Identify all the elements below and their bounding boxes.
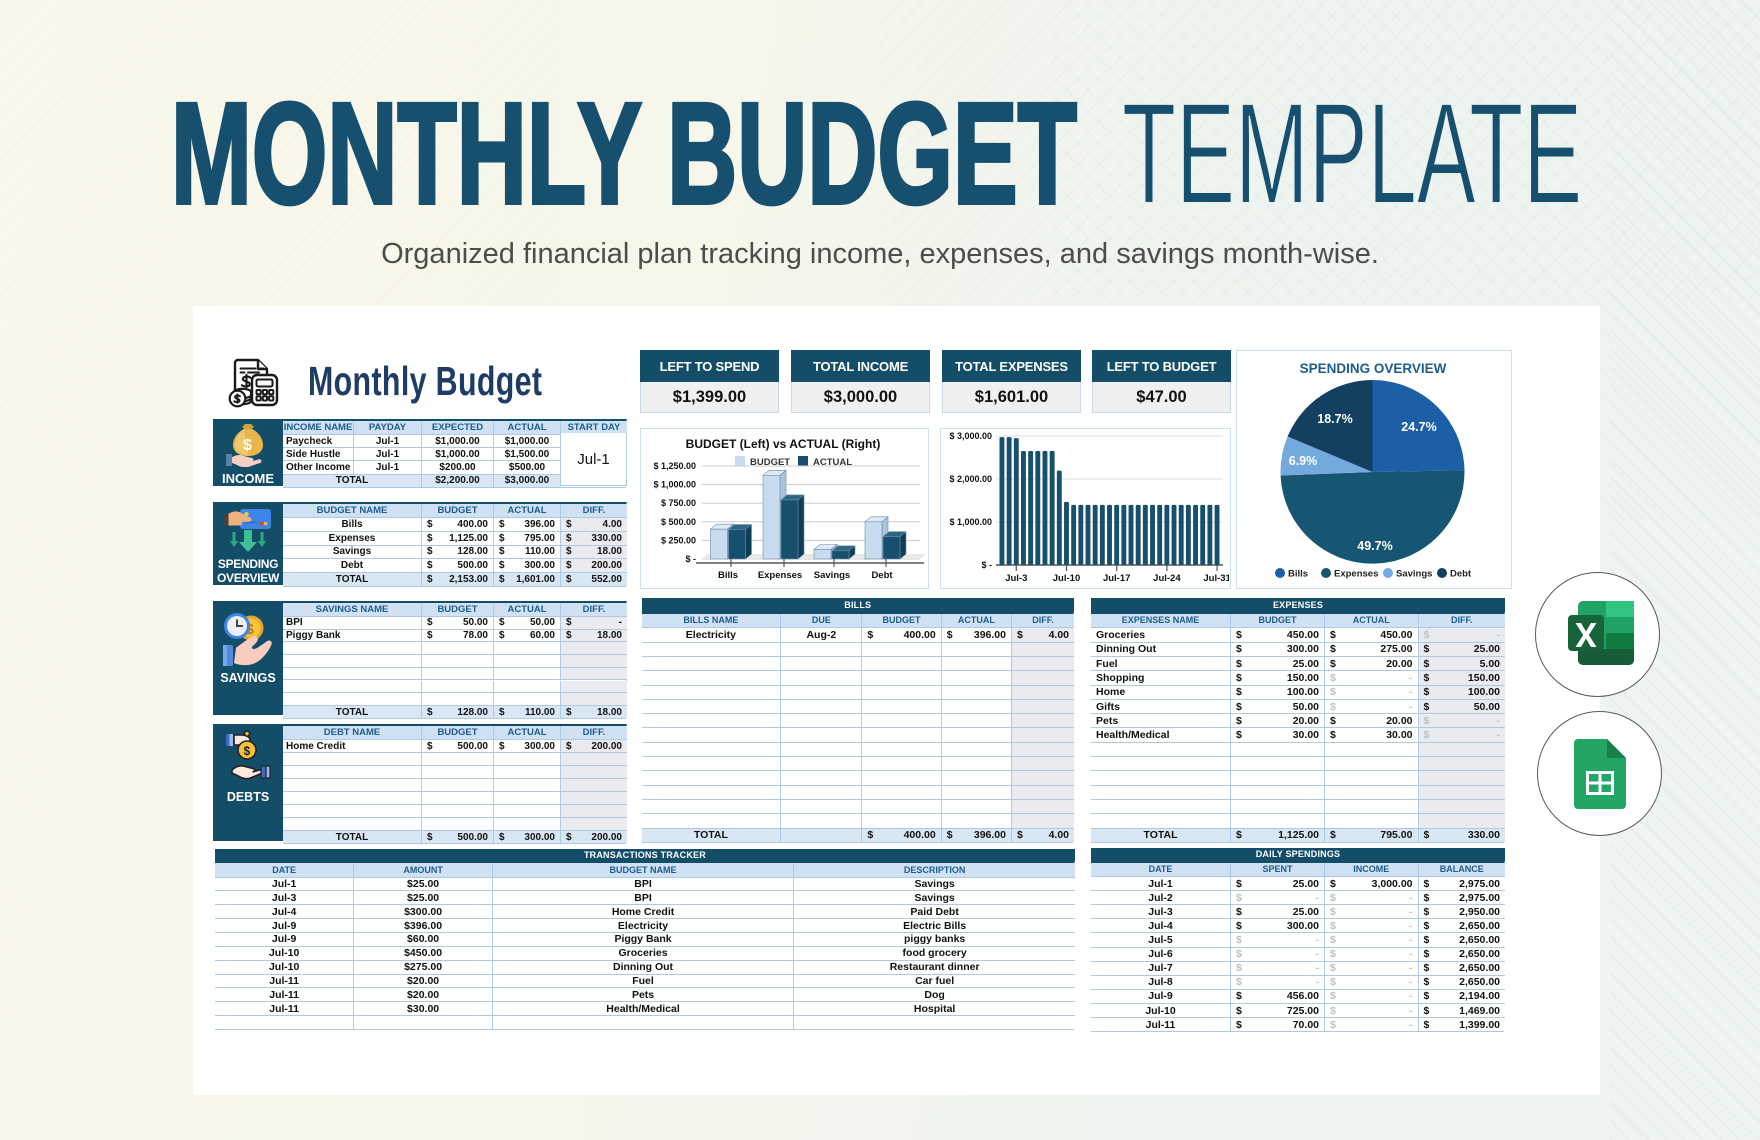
svg-text:SPENDING OVERVIEW: SPENDING OVERVIEW [1300, 361, 1447, 376]
svg-text:Expenses: Expenses [758, 570, 802, 581]
svg-text:$ 1,000.00: $ 1,000.00 [653, 480, 696, 490]
svg-text:6.9%: 6.9% [1289, 454, 1318, 468]
svg-text:$ 2,000.00: $ 2,000.00 [949, 474, 992, 484]
svg-text:Bills: Bills [718, 570, 738, 581]
svg-text:$ 3,000.00: $ 3,000.00 [949, 431, 992, 441]
svg-text:18.7%: 18.7% [1317, 412, 1352, 426]
svg-text:$ 750.00: $ 750.00 [661, 498, 696, 508]
svg-text:$: $ [243, 437, 252, 454]
svg-text:Jul-10: Jul-10 [1053, 573, 1080, 584]
svg-text:Jul-17: Jul-17 [1103, 573, 1130, 584]
svg-text:$ 250.00: $ 250.00 [661, 535, 696, 545]
svg-text:Savings: Savings [1396, 569, 1432, 580]
svg-text:ACTUAL: ACTUAL [813, 457, 852, 468]
svg-text:Jul-3: Jul-3 [1005, 573, 1027, 584]
svg-text:$ 1,250.00: $ 1,250.00 [653, 461, 696, 471]
svg-text:$ -: $ - [685, 554, 696, 564]
svg-text:Bills: Bills [1288, 569, 1308, 580]
svg-text:$: $ [244, 744, 251, 758]
svg-text:$ 1,000.00: $ 1,000.00 [949, 517, 992, 527]
svg-text:$ 500.00: $ 500.00 [661, 517, 696, 527]
svg-text:$: $ [246, 621, 255, 638]
svg-text:BUDGET (Left) vs ACTUAL (Right: BUDGET (Left) vs ACTUAL (Right) [686, 437, 881, 451]
svg-text:$ -: $ - [981, 560, 992, 570]
svg-text:Jul-24: Jul-24 [1153, 573, 1181, 584]
svg-text:24.7%: 24.7% [1401, 420, 1436, 434]
svg-text:Savings: Savings [814, 570, 850, 581]
svg-text:Debt: Debt [871, 570, 893, 581]
svg-text:Expenses: Expenses [1334, 569, 1378, 580]
svg-text:BUDGET: BUDGET [750, 457, 790, 468]
svg-text:49.7%: 49.7% [1357, 539, 1392, 553]
svg-text:Debt: Debt [1450, 569, 1472, 580]
svg-text:Jul-31: Jul-31 [1203, 573, 1229, 584]
